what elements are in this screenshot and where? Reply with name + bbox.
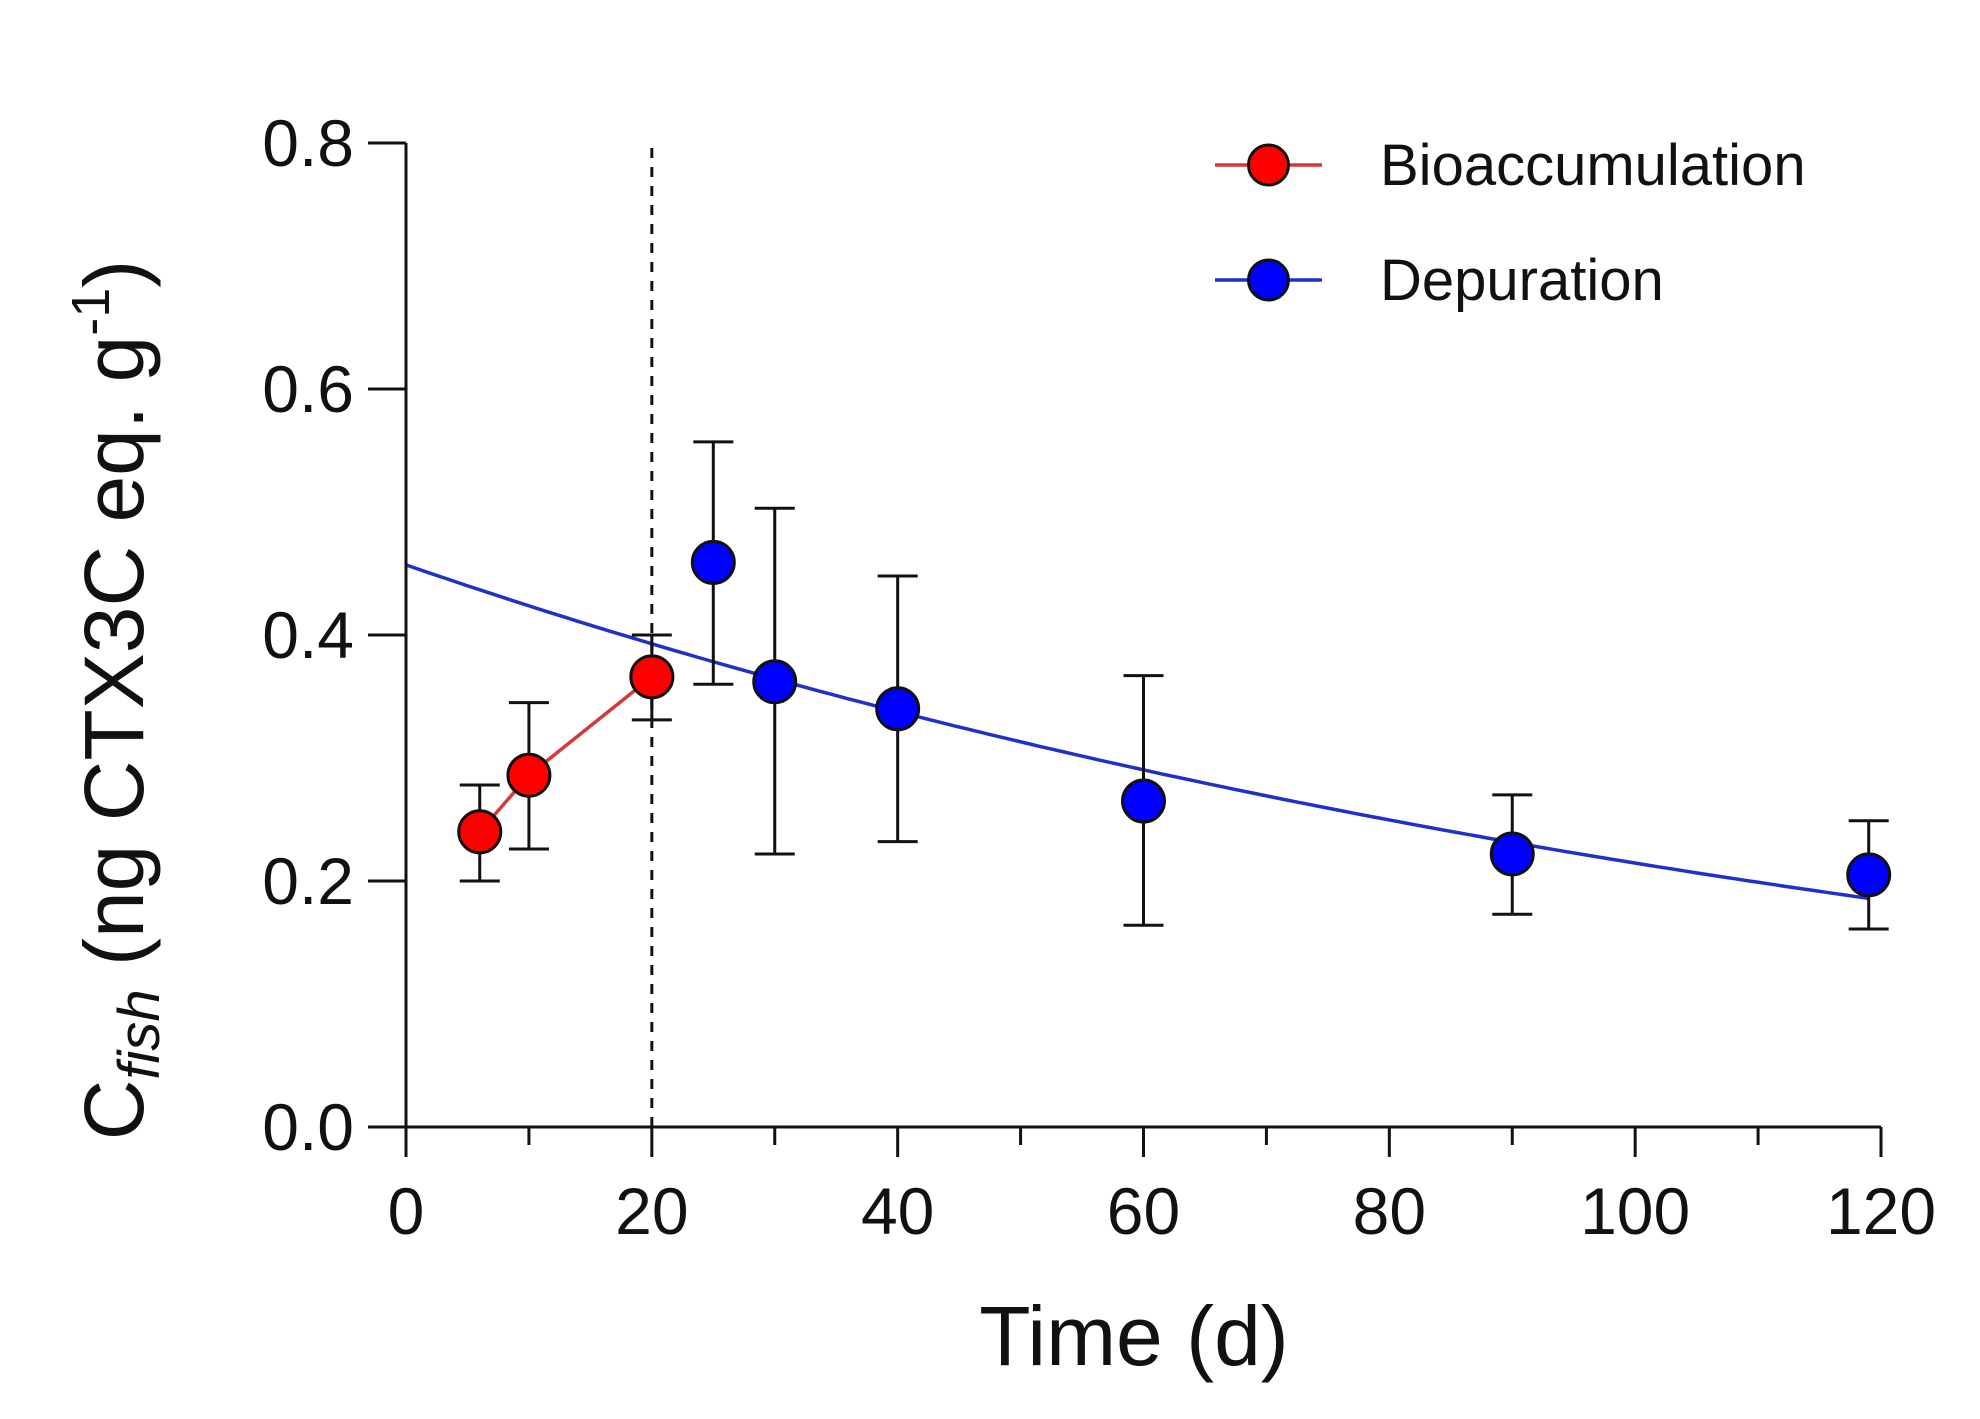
data-point-bioaccumulation (506, 752, 552, 798)
y-tick-label: 0.4 (262, 598, 354, 672)
data-point-depuration (752, 659, 798, 705)
x-tick-label: 80 (1353, 1174, 1426, 1248)
y-axis-title-superscript: -1 (61, 288, 121, 336)
fit-curve-depuration (405, 563, 1869, 901)
y-axis-title-subscript: fish (107, 989, 172, 1079)
x-tick-label: 20 (615, 1174, 688, 1248)
x-axis-title: Time (d) (979, 1289, 1289, 1383)
y-tick-label: 0.2 (262, 844, 354, 918)
data-point-depuration (690, 539, 736, 585)
legend-label-bioaccumulation: Bioaccumulation (1380, 133, 1806, 198)
y-axis-title: Cfish (ng CTX3C eq. g-1) (61, 260, 172, 1141)
data-point-bioaccumulation (629, 654, 675, 700)
data-point-depuration (1489, 831, 1535, 877)
plot-area (405, 143, 1892, 1127)
y-tick-label: 0.0 (262, 1090, 354, 1164)
legend-label-depuration: Depuration (1380, 248, 1664, 313)
legend: Bioaccumulation Depuration (1215, 133, 1806, 313)
x-tick-label: 120 (1826, 1174, 1936, 1248)
x-tick-label: 60 (1107, 1174, 1180, 1248)
legend-marker-bioaccumulation (1247, 143, 1290, 187)
data-point-depuration (1121, 778, 1166, 824)
data-point-depuration (875, 686, 921, 732)
y-tick-label: 0.6 (262, 352, 354, 426)
data-point-depuration (1846, 852, 1892, 898)
x-tick-label: 0 (388, 1174, 425, 1248)
y-axis-title-main: (ng CTX3C eq. g (67, 336, 161, 990)
legend-marker-depuration (1247, 258, 1290, 302)
data-point-bioaccumulation (457, 809, 503, 855)
x-tick-label: 100 (1580, 1174, 1690, 1248)
series-line-bioaccumulation (478, 675, 653, 833)
y-tick-label: 0.8 (262, 106, 354, 180)
y-axis-title-prefix: C (67, 1080, 161, 1141)
x-tick-label: 40 (861, 1174, 934, 1248)
axes: 0 20 40 60 80 100 120 0.0 0.2 0.4 0.6 0.8 (262, 106, 1936, 1248)
y-axis-title-suffix: ) (67, 260, 161, 288)
